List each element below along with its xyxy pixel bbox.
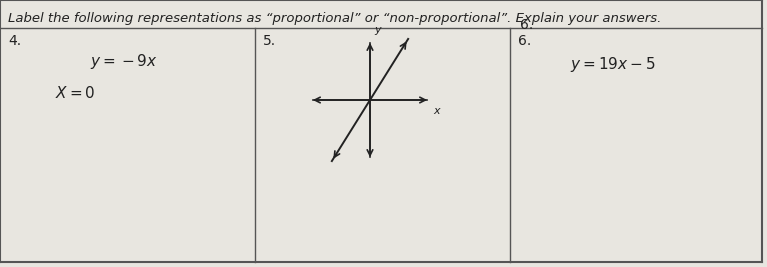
Text: y: y (374, 25, 380, 35)
Text: 5.: 5. (263, 34, 276, 48)
Text: x: x (433, 106, 439, 116)
Text: Label the following representations as “proportional” or “non-proportional”. Exp: Label the following representations as “… (8, 12, 661, 25)
Text: $y = -9x$: $y = -9x$ (90, 52, 158, 71)
Text: 6.: 6. (518, 34, 532, 48)
Text: $X = 0$: $X = 0$ (55, 85, 95, 101)
Text: $y = 19x - 5$: $y = 19x - 5$ (570, 55, 656, 74)
Text: 4.: 4. (8, 34, 21, 48)
Text: 6.: 6. (520, 18, 533, 32)
